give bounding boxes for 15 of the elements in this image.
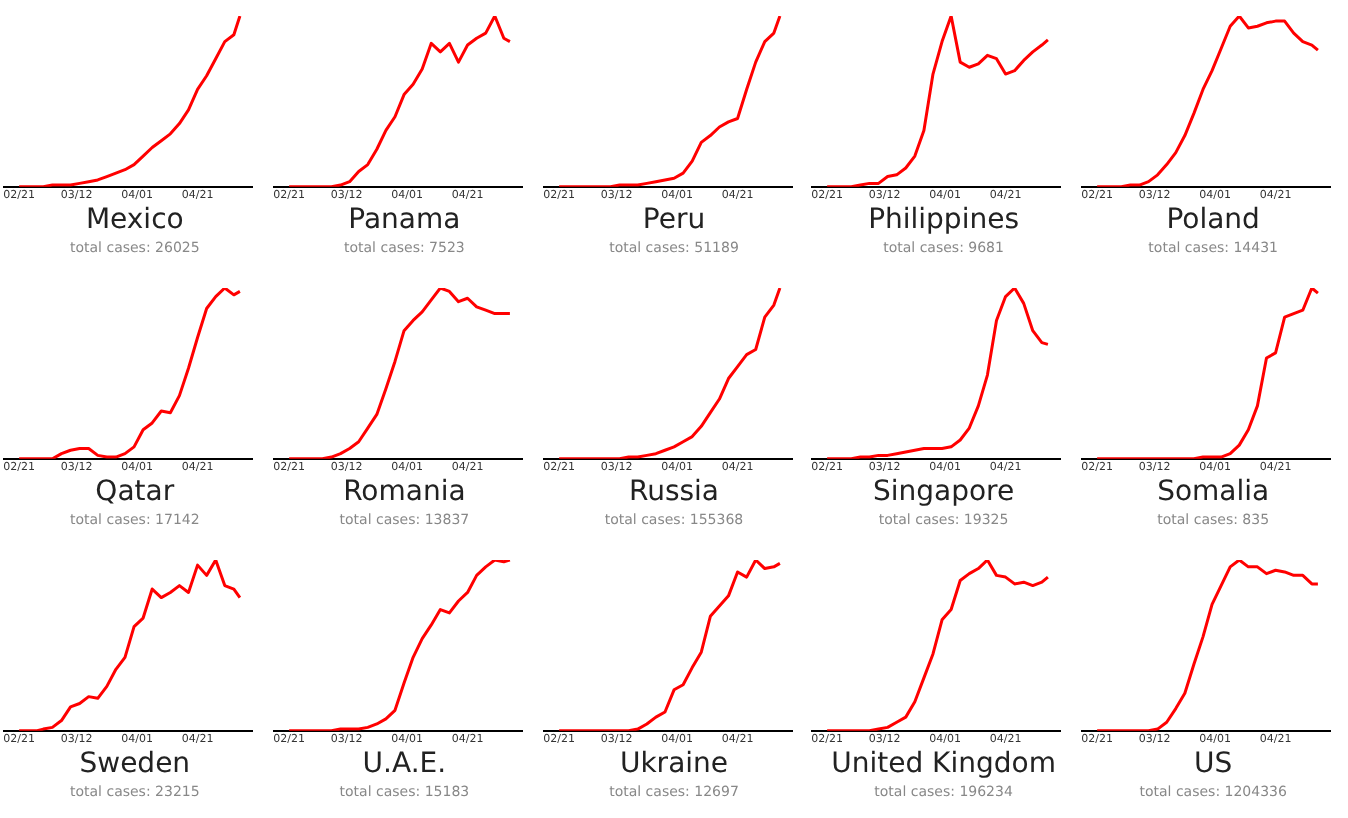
text: Sweden	[77, 748, 193, 780]
text: Philippines	[866, 204, 1021, 236]
text: U.A.E.	[360, 748, 449, 780]
text: Mexico	[83, 204, 186, 236]
text: Russia	[626, 476, 721, 508]
text: US	[1192, 748, 1235, 780]
text: Panama	[346, 204, 463, 236]
text: Singapore	[870, 476, 1017, 508]
text: Peru	[640, 204, 708, 236]
text: Romania	[341, 476, 468, 508]
text: Somalia	[1155, 476, 1272, 508]
text: United Kingdom	[829, 748, 1058, 780]
text: Poland	[1164, 204, 1262, 236]
text: Qatar	[93, 476, 177, 508]
text: Ukraine	[617, 748, 731, 780]
